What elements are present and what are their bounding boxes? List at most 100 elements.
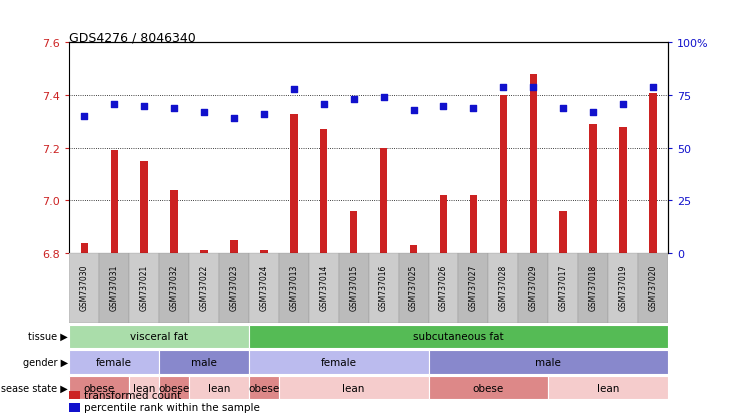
- Bar: [399, 254, 429, 323]
- Point: [318, 101, 330, 108]
- Bar: [548, 254, 578, 323]
- Bar: [159, 351, 249, 374]
- Bar: [159, 254, 189, 323]
- Bar: [488, 254, 518, 323]
- Text: GSM737021: GSM737021: [139, 264, 149, 310]
- Bar: [559, 211, 567, 254]
- Text: percentile rank within the sample: percentile rank within the sample: [84, 402, 260, 412]
- Bar: [129, 254, 159, 323]
- Bar: [80, 243, 88, 254]
- Bar: [249, 254, 279, 323]
- Bar: [110, 151, 118, 254]
- Bar: [458, 254, 488, 323]
- Point: [347, 97, 359, 103]
- Text: GSM737025: GSM737025: [409, 264, 418, 310]
- Text: GDS4276 / 8046340: GDS4276 / 8046340: [69, 31, 196, 44]
- Text: GSM737026: GSM737026: [439, 264, 448, 310]
- Bar: [649, 93, 657, 254]
- Point: [199, 109, 210, 116]
- Bar: [189, 254, 219, 323]
- Text: tissue ▶: tissue ▶: [28, 331, 68, 342]
- Bar: [230, 240, 238, 254]
- Bar: [529, 75, 537, 254]
- Bar: [309, 254, 339, 323]
- Point: [498, 84, 510, 91]
- Text: female: female: [96, 357, 132, 367]
- Text: GSM737022: GSM737022: [199, 264, 209, 310]
- Bar: [219, 254, 249, 323]
- Text: obese: obese: [473, 383, 504, 393]
- Text: GSM737019: GSM737019: [618, 264, 628, 310]
- Text: GSM737013: GSM737013: [289, 264, 299, 310]
- Bar: [439, 196, 447, 254]
- Text: lean: lean: [597, 383, 619, 393]
- Text: visceral fat: visceral fat: [130, 331, 188, 342]
- Point: [228, 116, 239, 122]
- Bar: [279, 254, 309, 323]
- Point: [587, 109, 599, 116]
- Text: male: male: [191, 357, 217, 367]
- Point: [78, 114, 91, 120]
- Text: disease state ▶: disease state ▶: [0, 383, 68, 393]
- Point: [648, 84, 659, 91]
- Bar: [320, 130, 328, 254]
- Point: [468, 105, 480, 112]
- Bar: [578, 254, 608, 323]
- Point: [139, 103, 150, 110]
- Text: lean: lean: [208, 383, 230, 393]
- Bar: [249, 376, 279, 399]
- Bar: [369, 254, 399, 323]
- Text: obese: obese: [248, 383, 280, 393]
- Bar: [69, 391, 80, 399]
- Text: GSM737015: GSM737015: [349, 264, 358, 310]
- Text: GSM737032: GSM737032: [169, 264, 179, 310]
- Bar: [69, 325, 249, 348]
- Text: GSM737028: GSM737028: [499, 264, 508, 310]
- Bar: [189, 376, 249, 399]
- Point: [558, 105, 569, 112]
- Bar: [249, 325, 668, 348]
- Point: [378, 95, 390, 101]
- Bar: [140, 161, 148, 254]
- Text: subcutaneous fat: subcutaneous fat: [413, 331, 504, 342]
- Text: GSM737017: GSM737017: [558, 264, 568, 310]
- Bar: [469, 196, 477, 254]
- Bar: [638, 254, 668, 323]
- Point: [258, 112, 270, 118]
- Bar: [129, 376, 159, 399]
- Text: female: female: [320, 357, 357, 367]
- Point: [288, 86, 300, 93]
- Text: GSM737024: GSM737024: [259, 264, 269, 310]
- Point: [438, 103, 450, 110]
- Bar: [159, 376, 189, 399]
- Text: lean: lean: [342, 383, 365, 393]
- Bar: [69, 254, 99, 323]
- Text: transformed count: transformed count: [84, 390, 181, 400]
- Bar: [589, 125, 597, 254]
- Bar: [518, 254, 548, 323]
- Bar: [279, 376, 429, 399]
- Text: GSM737020: GSM737020: [648, 264, 658, 310]
- Bar: [170, 190, 178, 254]
- Text: GSM737014: GSM737014: [319, 264, 328, 310]
- Text: lean: lean: [133, 383, 155, 393]
- Bar: [339, 254, 369, 323]
- Text: GSM737018: GSM737018: [588, 264, 598, 310]
- Bar: [69, 376, 129, 399]
- Bar: [429, 254, 458, 323]
- Bar: [99, 254, 129, 323]
- Text: GSM737023: GSM737023: [229, 264, 239, 310]
- Text: GSM737027: GSM737027: [469, 264, 478, 310]
- Bar: [548, 376, 668, 399]
- Bar: [499, 96, 507, 254]
- Text: GSM737016: GSM737016: [379, 264, 388, 310]
- Bar: [69, 351, 159, 374]
- Bar: [249, 351, 429, 374]
- Text: gender ▶: gender ▶: [23, 357, 68, 367]
- Bar: [200, 251, 208, 254]
- Bar: [410, 246, 418, 254]
- Text: obese: obese: [84, 383, 115, 393]
- Bar: [619, 128, 627, 254]
- Bar: [350, 211, 358, 254]
- Bar: [69, 403, 80, 412]
